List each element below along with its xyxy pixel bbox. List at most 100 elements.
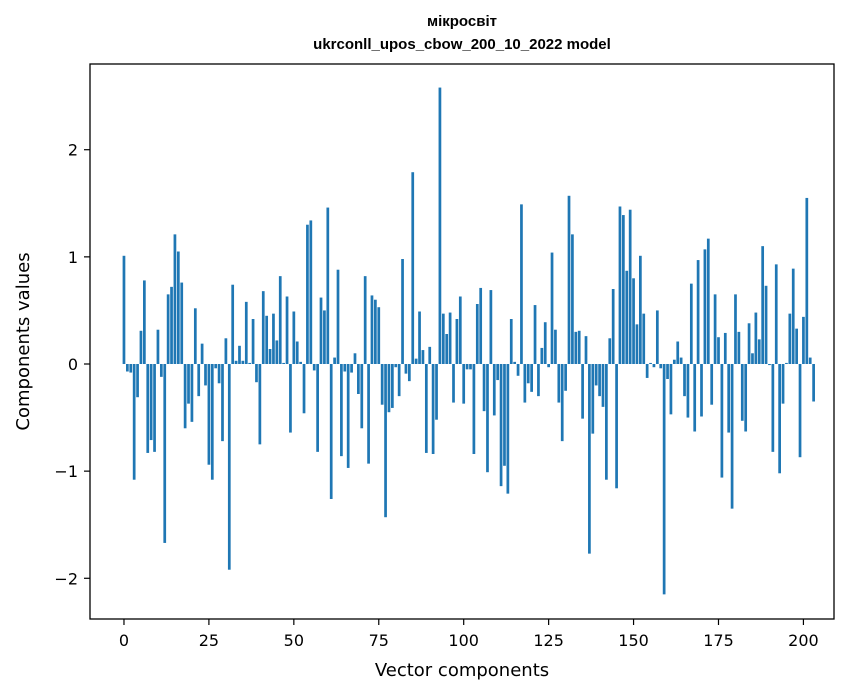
bar-32 xyxy=(231,284,235,364)
bar-120 xyxy=(530,364,533,392)
bar-145 xyxy=(615,364,618,489)
bar-18 xyxy=(183,364,187,429)
bar-157 xyxy=(655,310,659,364)
bar-109 xyxy=(492,364,496,416)
bar-79 xyxy=(391,364,394,408)
bar-121 xyxy=(533,305,537,364)
bar-65 xyxy=(343,364,347,372)
bar-104 xyxy=(475,304,479,364)
bar-193 xyxy=(778,364,781,474)
bar-43 xyxy=(268,349,272,364)
bar-38 xyxy=(251,319,255,364)
bar-164 xyxy=(679,357,683,364)
bar-82 xyxy=(401,259,404,364)
bar-170 xyxy=(700,364,703,417)
y-axis-label: Components values xyxy=(13,252,34,430)
bar-133 xyxy=(574,331,578,364)
bar-148 xyxy=(625,270,629,364)
bar-20 xyxy=(190,364,194,422)
bar-41 xyxy=(261,291,265,364)
bar-54 xyxy=(306,224,309,364)
bar-136 xyxy=(584,336,588,364)
bar-8 xyxy=(149,364,153,441)
bar-156 xyxy=(652,364,656,368)
bar-12 xyxy=(163,364,167,543)
bar-107 xyxy=(486,364,489,473)
bar-188 xyxy=(761,246,765,364)
bar-31 xyxy=(227,364,231,570)
bar-37 xyxy=(248,362,252,364)
bar-192 xyxy=(774,264,778,364)
x-tick-label: 125 xyxy=(533,631,564,650)
bar-178 xyxy=(727,364,731,433)
bar-80 xyxy=(394,364,398,368)
bar-53 xyxy=(302,364,306,414)
bar-28 xyxy=(217,364,221,384)
bar-134 xyxy=(577,330,581,364)
x-tick-label: 175 xyxy=(703,631,734,650)
bar-81 xyxy=(397,364,401,397)
bar-117 xyxy=(520,204,523,364)
bar-171 xyxy=(703,249,707,364)
bar-73 xyxy=(370,295,374,364)
bar-141 xyxy=(601,364,605,407)
bar-96 xyxy=(448,312,452,364)
bar-190 xyxy=(768,364,771,366)
bar-116 xyxy=(516,364,520,376)
bar-99 xyxy=(458,296,462,364)
bar-152 xyxy=(639,255,642,364)
bar-30 xyxy=(224,338,228,364)
bar-59 xyxy=(323,310,326,364)
bar-34 xyxy=(238,345,241,364)
bar-179 xyxy=(730,364,734,509)
bar-56 xyxy=(312,364,316,371)
bar-115 xyxy=(513,361,517,364)
bar-58 xyxy=(319,297,323,364)
bar-111 xyxy=(499,364,503,487)
bar-182 xyxy=(740,364,744,421)
bar-162 xyxy=(672,359,676,364)
bar-183 xyxy=(744,364,748,432)
bar-128 xyxy=(557,364,561,403)
bar-25 xyxy=(207,364,211,465)
bar-181 xyxy=(737,331,741,364)
bar-42 xyxy=(265,315,269,364)
bar-195 xyxy=(785,362,788,364)
bar-70 xyxy=(360,364,364,429)
bar-140 xyxy=(598,364,601,397)
bar-9 xyxy=(153,364,156,452)
bar-52 xyxy=(299,361,302,364)
bar-91 xyxy=(431,364,435,454)
chart-title-line2: ukrconll_upos_cbow_200_10_2022 model xyxy=(313,36,611,53)
bar-26 xyxy=(210,364,214,480)
bar-124 xyxy=(543,322,547,364)
bar-93 xyxy=(438,87,442,364)
bar-166 xyxy=(686,364,690,418)
bar-105 xyxy=(479,287,483,364)
bar-175 xyxy=(717,337,720,364)
bar-154 xyxy=(645,364,649,378)
bar-17 xyxy=(180,282,184,364)
bar-101 xyxy=(465,364,469,370)
bar-40 xyxy=(258,364,262,445)
bar-122 xyxy=(537,364,540,397)
bar-150 xyxy=(632,278,635,364)
bar-39 xyxy=(255,364,258,383)
bar-94 xyxy=(441,313,445,364)
bar-51 xyxy=(295,341,299,364)
x-tick-label: 0 xyxy=(119,631,129,650)
bar-74 xyxy=(374,299,377,364)
x-tick-label: 75 xyxy=(369,631,389,650)
bar-22 xyxy=(197,364,201,397)
bar-191 xyxy=(771,364,775,452)
bar-110 xyxy=(496,364,500,381)
bar-165 xyxy=(683,364,686,397)
bar-47 xyxy=(282,362,285,364)
bar-15 xyxy=(173,234,177,364)
bar-35 xyxy=(241,360,245,364)
bar-66 xyxy=(346,364,350,468)
bar-19 xyxy=(187,364,190,404)
bar-21 xyxy=(193,308,197,364)
bar-114 xyxy=(509,319,513,364)
